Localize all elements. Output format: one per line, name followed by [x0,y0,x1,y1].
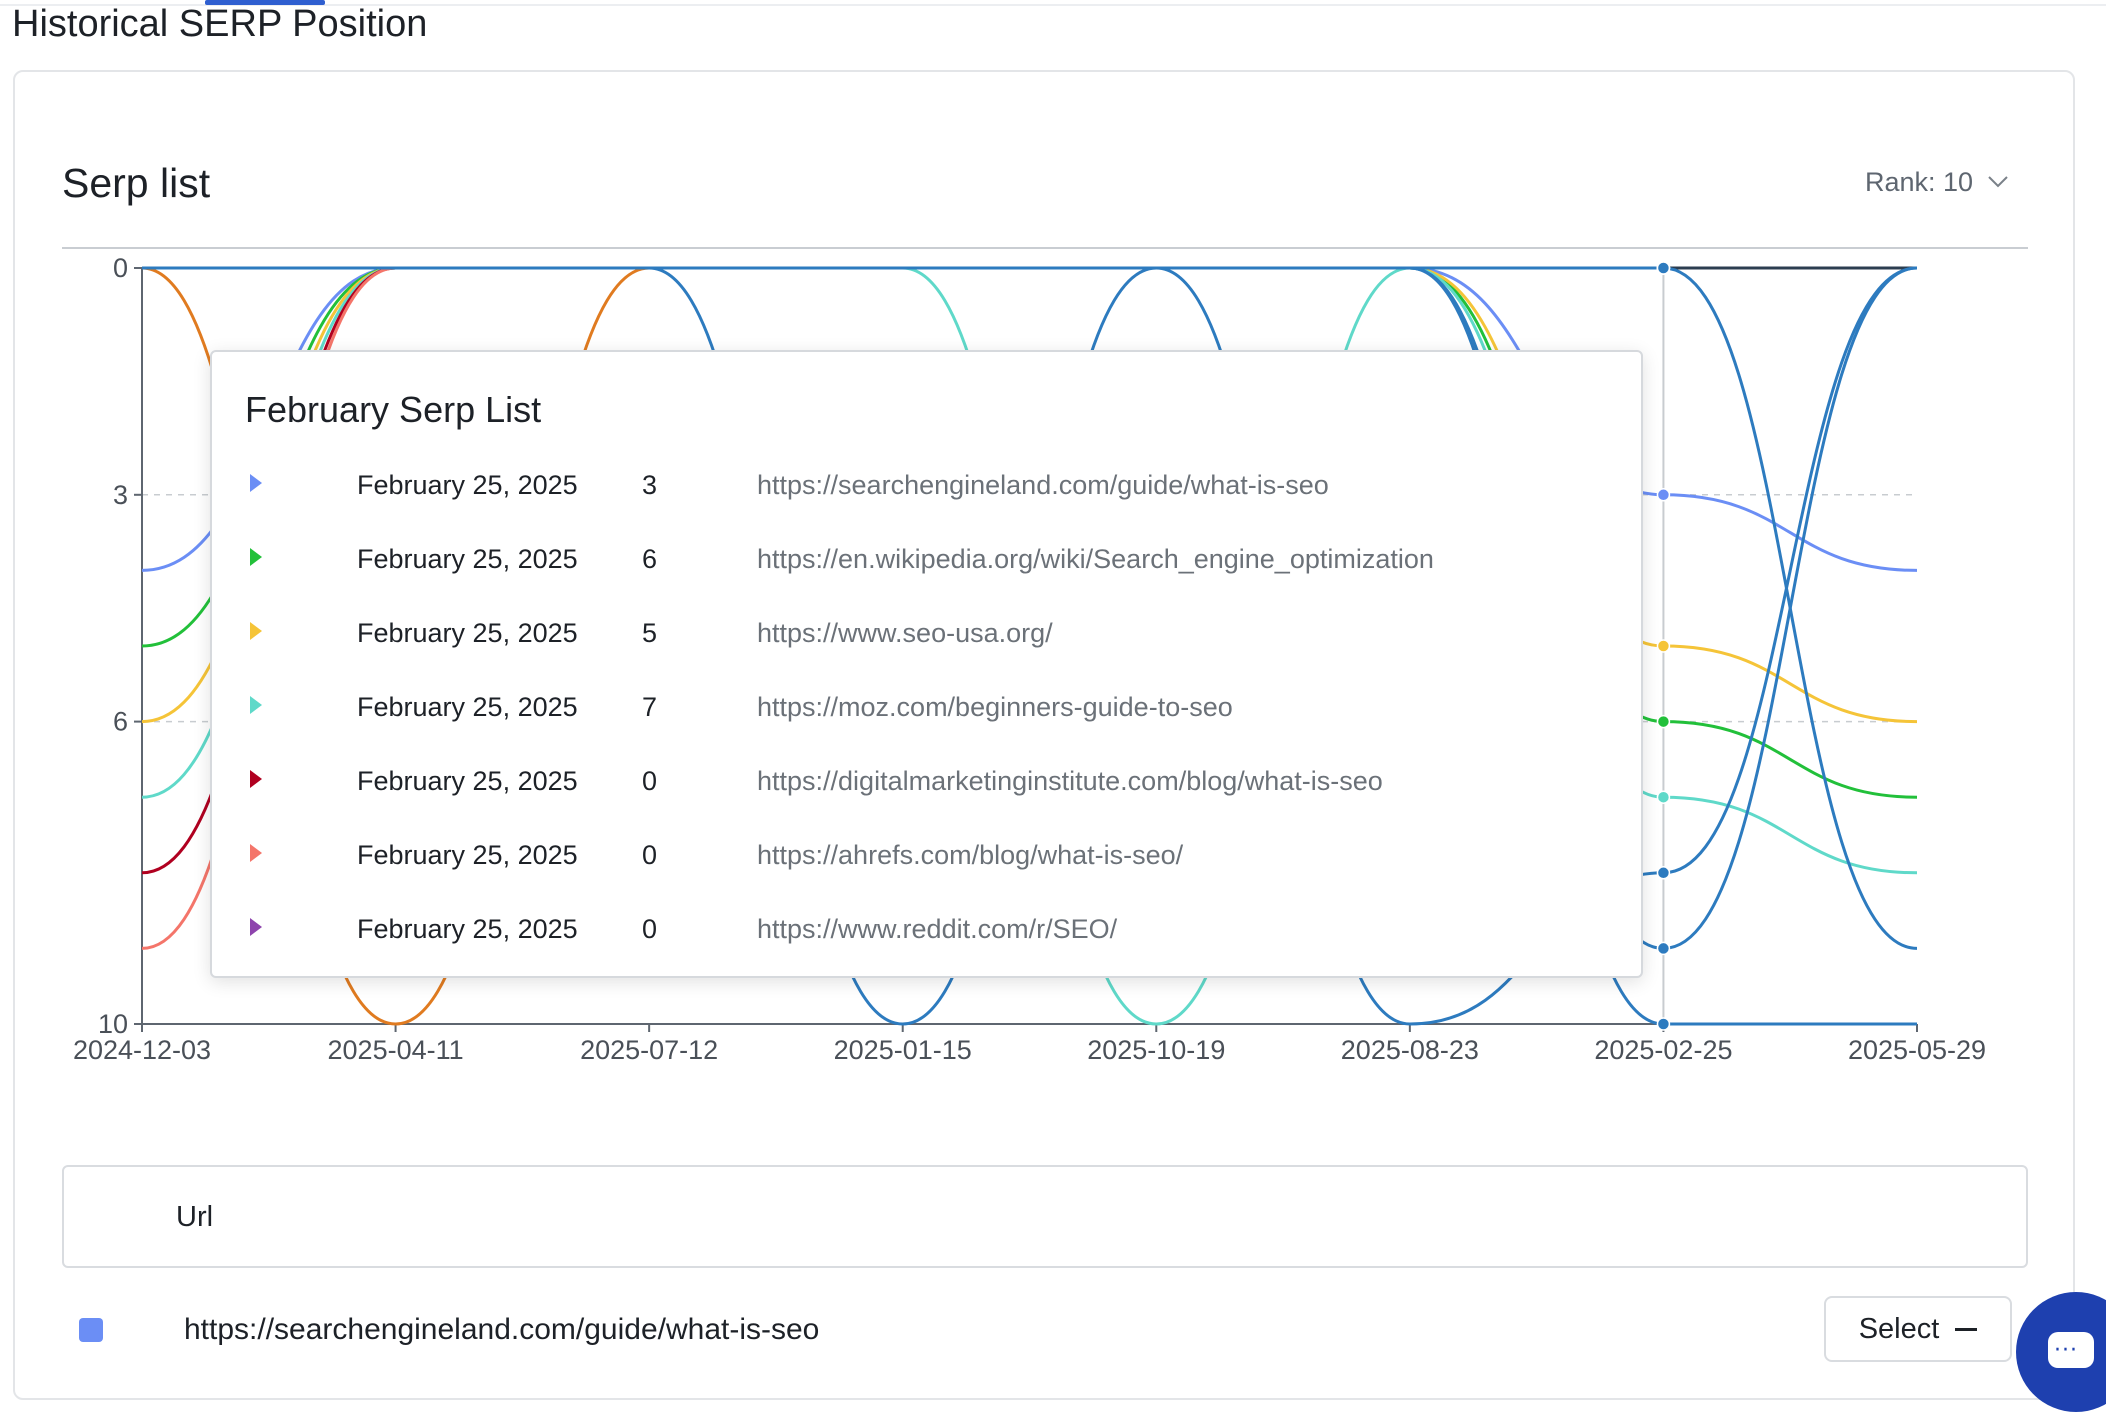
tooltip-title: February Serp List [245,389,542,430]
tooltip-rank: 5 [642,618,658,648]
series-line [142,266,1917,1026]
tooltip-date: February 25, 2025 [357,914,578,944]
tooltip-url: https://moz.com/beginners-guide-to-seo [757,692,1233,722]
tooltip-rank: 6 [642,544,658,574]
y-tick-label: 3 [113,480,128,510]
url-table-header: Url [62,1165,2028,1268]
y-tick-label: 10 [98,1009,128,1039]
data-point [1656,261,1671,275]
x-tick-label: 2024-12-03 [73,1035,211,1065]
chart-tooltip: February Serp List February 25, 2025 3 htt… [210,350,1643,978]
tooltip-url: https://www.reddit.com/r/SEO/ [757,914,1118,944]
minus-icon [1955,1327,1978,1331]
tooltip-date: February 25, 2025 [357,692,578,722]
page-title: Historical SERP Position [12,3,428,45]
active-tab-indicator [205,0,325,5]
tooltip-date: February 25, 2025 [357,544,578,574]
tooltip-url: https://searchengineland.com/guide/what-… [757,470,1329,500]
tooltip-row: February 25, 2025 5 https://www.seo-usa.or… [212,608,1641,658]
tooltip-url: https://ahrefs.com/blog/what-is-seo/ [757,840,1184,870]
tooltip-rank: 0 [642,840,658,870]
chat-dots: ··· [2054,1338,2078,1363]
select-button-label: Select [1858,1312,1940,1345]
tooltip-rank: 7 [642,692,658,722]
tooltip-url: https://en.wikipedia.org/wiki/Search_eng… [757,544,1434,574]
x-tick-label: 2025-02-25 [1594,1035,1732,1065]
tooltip-row: February 25, 2025 0 https://digitalmarketi… [212,756,1641,806]
y-tick-label: 6 [113,707,128,737]
chevron-down-icon [1988,176,2008,188]
tooltip-row: February 25, 2025 0 https://ahrefs.com/blo… [212,830,1641,880]
series-marker-icon [250,548,262,566]
x-tick-label: 2025-01-15 [834,1035,972,1065]
rank-dropdown[interactable]: Rank: 10 [1865,164,2009,200]
tooltip-row: February 25, 2025 3 https://searchenginela… [212,460,1641,510]
tooltip-row: February 25, 2025 6 https://en.wikipedia.o… [212,534,1641,584]
data-point [1656,1017,1671,1031]
x-tick-label: 2025-10-19 [1087,1035,1225,1065]
tooltip-row: February 25, 2025 0 https://www.reddit.com… [212,904,1641,954]
tooltip-rank: 0 [642,766,658,796]
url-column-header: Url [176,1201,214,1233]
chat-bubble-icon [2048,1332,2094,1368]
table-row: https://searchengineland.com/guide/what-… [62,1296,2028,1362]
tooltip-date: February 25, 2025 [357,840,578,870]
tooltip-date: February 25, 2025 [357,618,578,648]
data-point [1656,639,1671,653]
tooltip-rank: 0 [642,914,658,944]
x-tick-label: 2025-07-12 [580,1035,718,1065]
series-marker-icon [250,696,262,714]
series-color-swatch [79,1318,103,1342]
x-tick-label: 2025-08-23 [1341,1035,1479,1065]
data-point [1656,866,1671,880]
y-tick-label: 0 [113,253,128,283]
x-tick-label: 2025-04-11 [328,1035,464,1065]
top-border [0,4,2106,6]
tooltip-url: https://digitalmarketinginstitute.com/bl… [757,766,1383,796]
data-point [1656,488,1671,502]
series-marker-icon [250,474,262,492]
x-tick-label: 2025-05-29 [1848,1035,1986,1065]
tooltip-rank: 3 [642,470,658,500]
tooltip-date: February 25, 2025 [357,766,578,796]
data-point [1656,790,1671,804]
series-marker-icon [250,770,262,788]
select-button[interactable]: Select [1824,1296,2012,1362]
data-point [1656,941,1671,956]
header-divider [62,247,2028,249]
row-url: https://searchengineland.com/guide/what-… [184,1313,820,1346]
tooltip-row: February 25, 2025 7 https://moz.com/beginn… [212,682,1641,732]
series-marker-icon [250,622,262,640]
card-title: Serp list [62,160,211,206]
tooltip-date: February 25, 2025 [357,470,578,500]
tooltip-url: https://www.seo-usa.org/ [757,618,1053,648]
data-point [1656,714,1671,729]
series-marker-icon [250,844,262,862]
rank-label: Rank: 10 [1865,167,1974,197]
series-marker-icon [250,918,262,936]
